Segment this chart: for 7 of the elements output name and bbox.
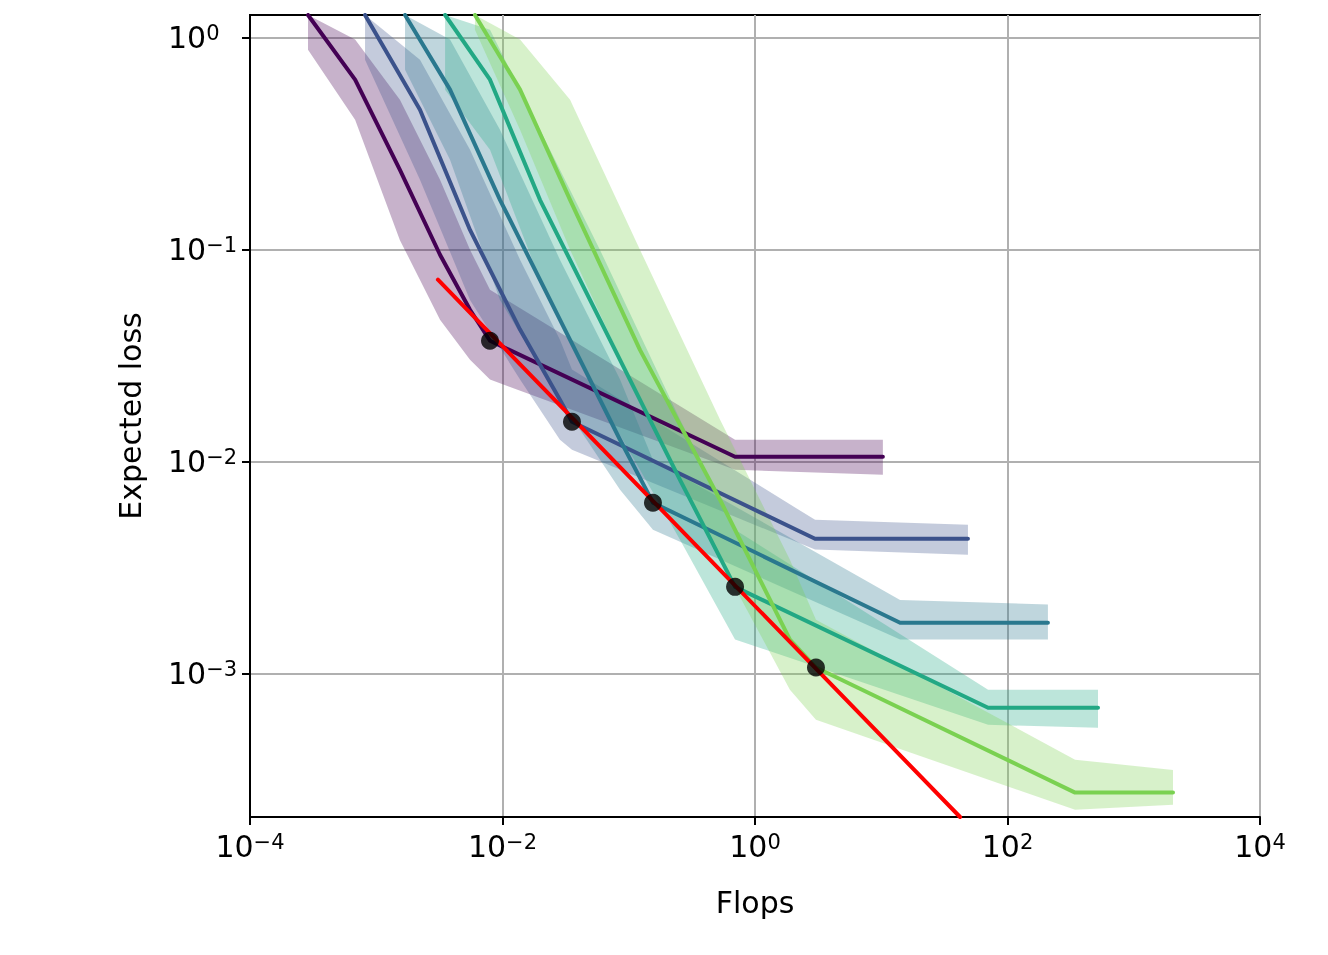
y-axis-title: Expected loss: [112, 312, 148, 520]
point: [806, 658, 825, 677]
x-axis-title: Flops: [715, 884, 795, 920]
point: [562, 412, 581, 431]
point: [726, 577, 745, 596]
point: [643, 493, 662, 512]
point: [481, 331, 499, 350]
